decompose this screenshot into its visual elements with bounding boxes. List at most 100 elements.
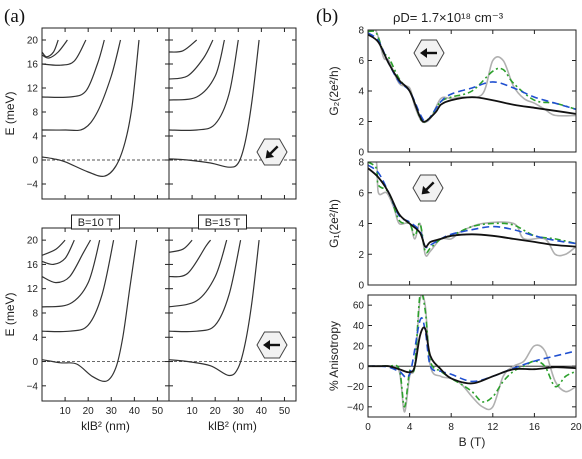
annotation-label: B=15 T: [205, 217, 241, 229]
ytick-label: 16: [27, 260, 39, 271]
ytick-label: 0: [32, 156, 38, 167]
ytick-label: 0: [358, 281, 364, 292]
xtick-label: 8: [448, 422, 454, 433]
series-line-4: [169, 39, 198, 53]
series-line-2: [42, 39, 105, 99]
ytick-label: 2: [358, 250, 364, 261]
ytick-label: 0: [358, 148, 364, 159]
xtick-label: 40: [256, 406, 268, 417]
series-line-3: [169, 39, 214, 80]
xtick-label: 50: [152, 406, 164, 417]
series-line-1: [169, 239, 242, 333]
ytick-label: 6: [358, 56, 364, 67]
chart-b-mid: 8 6 4 2 0 G₁(2e²/h): [327, 158, 577, 292]
xlabel: klB² (nm): [208, 419, 257, 433]
series-line-4: [42, 39, 68, 59]
annotation-box: [71, 214, 120, 230]
ylabel: % Anisotropy: [327, 321, 341, 391]
ytick-label: 12: [27, 284, 39, 295]
annotation-label: B=10 T: [78, 217, 114, 229]
ytick-label: 12: [27, 84, 39, 95]
xlabel: B (T): [459, 435, 486, 449]
plot-frame: [168, 27, 297, 200]
series-line-0: [169, 39, 260, 168]
panel-label-b: (b): [316, 6, 338, 27]
arrow-head: [265, 149, 275, 159]
series-group: [169, 39, 260, 168]
ytick-label: 8: [358, 158, 364, 169]
series-line-3: [368, 33, 576, 123]
series-line-3: [368, 326, 576, 385]
panel-label-a: (a): [4, 6, 25, 27]
series-line-2: [169, 239, 228, 308]
chart-a-top-left: 20 16 12 8 4 0 −4 E (meV): [3, 27, 170, 200]
ytick-label: −4: [27, 180, 39, 191]
xtick-label: 4: [407, 422, 413, 433]
series-line-2: [169, 39, 225, 101]
series-line-4: [42, 239, 75, 266]
series-line-4: [169, 239, 193, 253]
ytick-label: 8: [32, 308, 38, 319]
series-line-5: [42, 239, 66, 256]
arrow-head: [263, 340, 270, 350]
xtick-label: 12: [487, 422, 499, 433]
xtick-label: 20: [210, 406, 222, 417]
ytick-label: 6: [358, 188, 364, 199]
xlabel: klB² (nm): [81, 419, 130, 433]
series-line-1: [42, 39, 122, 132]
ytick-label: 20: [27, 236, 39, 247]
arrow-left-icon: [256, 331, 288, 359]
arrow-down-left-icon: [256, 138, 288, 166]
ytick-label: 16: [27, 60, 39, 71]
ytick-label: 20: [353, 341, 365, 352]
ytick-label: 4: [32, 333, 38, 344]
series-group: [42, 239, 138, 382]
series-line-1: [368, 162, 576, 254]
arrow-down-left-icon: [412, 174, 444, 202]
ytick-label: 8: [32, 108, 38, 119]
ylabel: E (meV): [3, 91, 17, 135]
series-group: [368, 162, 576, 257]
series-group: [368, 30, 576, 124]
annotation-box: [198, 214, 247, 230]
plot-frame: [41, 227, 170, 402]
ylabel: E (meV): [3, 292, 17, 336]
chart-b-top: 8 6 4 2 0 G₂(2e²/h): [327, 26, 577, 159]
series-line-1: [169, 39, 239, 132]
ytick-label: 2: [358, 117, 364, 128]
xtick-label: 10: [187, 406, 199, 417]
xtick-label: 40: [129, 406, 141, 417]
ylabel: G₁(2e²/h): [327, 199, 341, 248]
ytick-label: 0: [32, 357, 38, 368]
xtick-label: 20: [570, 422, 582, 433]
density-label: ρD= 1.7×10¹⁸ cm⁻³: [393, 10, 504, 25]
series-line-0: [368, 162, 576, 257]
xtick-label: 16: [529, 422, 541, 433]
ytick-label: 4: [358, 87, 364, 98]
series-line-0: [42, 240, 138, 382]
series-line-1: [42, 239, 115, 333]
ylabel: G₂(2e²/h): [327, 66, 341, 115]
series-line-3: [42, 239, 92, 284]
series-line-2: [368, 317, 576, 383]
arrow-head: [421, 185, 431, 195]
series-line-0: [42, 39, 140, 178]
ytick-label: 20: [27, 36, 39, 47]
series-group: [42, 39, 140, 178]
ytick-label: 8: [358, 26, 364, 37]
plot-frame: [367, 294, 577, 418]
icon-arrow: [421, 181, 435, 195]
ytick-label: −40: [347, 402, 364, 413]
series-line-3: [42, 39, 87, 66]
ytick-label: −20: [347, 382, 364, 393]
arrow-left-icon: [413, 39, 445, 67]
series-group: [368, 295, 576, 413]
xtick-label: 30: [106, 406, 118, 417]
series-line-3: [169, 239, 212, 278]
ytick-label: −4: [27, 381, 39, 392]
ytick-label: 40: [353, 321, 365, 332]
